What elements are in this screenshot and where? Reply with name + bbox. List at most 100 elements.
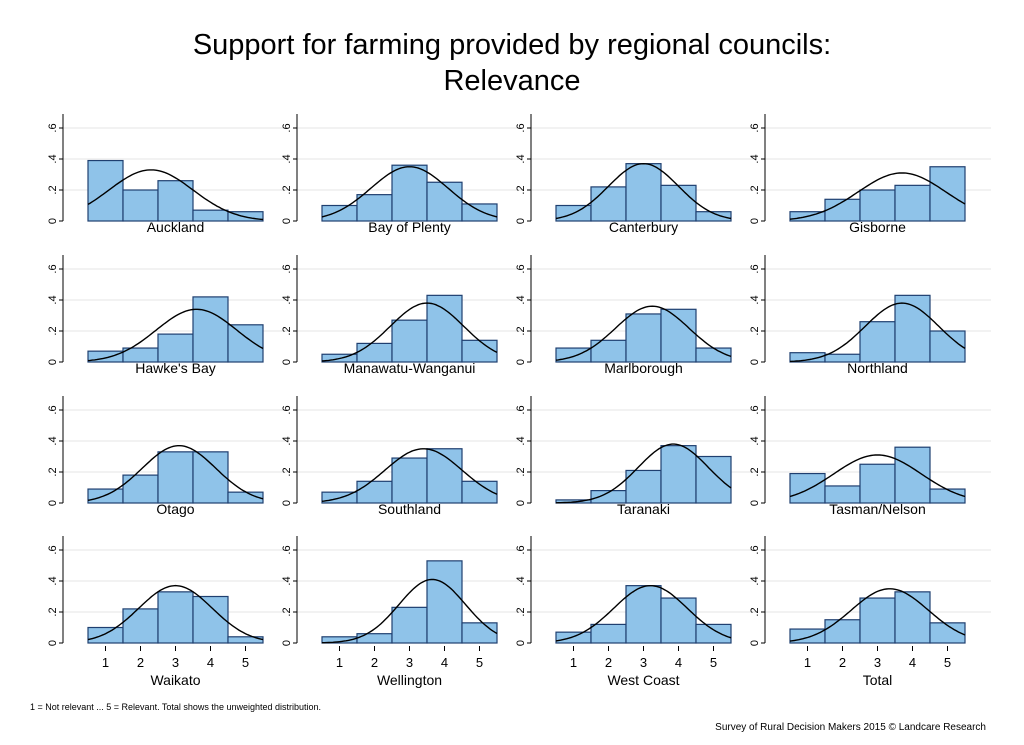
bar: [590, 186, 627, 222]
bar: [227, 324, 264, 363]
panel-label-total: Total: [863, 672, 893, 688]
bar: [122, 608, 159, 644]
bar: [426, 294, 463, 363]
y-tick-label: .2: [281, 607, 293, 616]
fit-curve: [87, 445, 264, 501]
y-tick-label: 0: [749, 359, 761, 365]
y-tick-label: .4: [47, 436, 59, 445]
bar: [356, 194, 393, 222]
fit-curve: [87, 169, 264, 221]
bar: [929, 330, 966, 363]
x-tick-label: 5: [476, 655, 483, 670]
y-tick-label: .2: [281, 326, 293, 335]
bar: [426, 181, 463, 222]
panel-label-tasman-nelson: Tasman/Nelson: [829, 501, 926, 517]
y-tick-label: .4: [281, 154, 293, 163]
bar: [157, 591, 194, 644]
bar: [859, 463, 896, 504]
x-tick-label: 3: [640, 655, 647, 670]
x-tick-label: 4: [909, 655, 916, 670]
bar: [461, 480, 498, 504]
bar: [461, 339, 498, 363]
y-tick-label: .6: [749, 545, 761, 554]
y-tick-label: .2: [281, 185, 293, 194]
y-tick-label: .4: [281, 576, 293, 585]
bar: [590, 623, 627, 644]
y-tick-label: .6: [47, 405, 59, 414]
y-tick-label: .4: [515, 295, 527, 304]
bar: [192, 595, 229, 644]
bar: [87, 159, 124, 222]
x-tick-label: 1: [804, 655, 811, 670]
y-tick-label: .6: [515, 405, 527, 414]
y-tick-label: .6: [47, 545, 59, 554]
bar: [929, 166, 966, 222]
panel-label-southland: Southland: [378, 501, 441, 517]
bar: [391, 606, 428, 644]
bar: [157, 451, 194, 504]
bar: [824, 619, 861, 644]
bar: [391, 457, 428, 504]
bar: [356, 633, 393, 644]
x-tick-label: 1: [102, 655, 109, 670]
y-tick-label: 0: [515, 218, 527, 224]
x-tick-label: 4: [441, 655, 448, 670]
y-tick-label: .4: [749, 154, 761, 163]
y-tick-label: .2: [749, 467, 761, 476]
fit-curve: [789, 588, 966, 642]
panel-label-gisborne: Gisborne: [849, 219, 906, 235]
y-tick-label: 0: [515, 500, 527, 506]
y-tick-label: 0: [749, 640, 761, 646]
bar: [426, 448, 463, 504]
bar: [695, 211, 732, 222]
bar: [192, 296, 229, 363]
fit-curve: [87, 308, 264, 362]
panel-label-taranaki: Taranaki: [617, 501, 670, 517]
y-tick-label: 0: [47, 359, 59, 365]
y-tick-label: .4: [749, 295, 761, 304]
y-tick-label: .2: [749, 326, 761, 335]
y-tick-label: 0: [47, 218, 59, 224]
y-tick-label: .6: [281, 405, 293, 414]
panel-label-northland: Northland: [847, 360, 908, 376]
fit-curve: [789, 454, 966, 498]
fit-curve: [555, 305, 732, 361]
y-tick-label: .4: [749, 576, 761, 585]
panel-label-wellington: Wellington: [377, 672, 442, 688]
y-tick-label: .2: [515, 467, 527, 476]
panel-label-waikato: Waikato: [150, 672, 200, 688]
y-tick-label: .4: [515, 436, 527, 445]
fit-curve: [322, 578, 498, 644]
bar: [859, 321, 896, 363]
y-tick-label: .2: [749, 607, 761, 616]
bar: [122, 189, 159, 222]
y-tick-label: .4: [47, 154, 59, 163]
bar: [929, 622, 966, 644]
bar: [625, 163, 662, 222]
y-tick-label: .4: [281, 436, 293, 445]
y-tick-label: .6: [47, 123, 59, 132]
y-tick-label: .4: [749, 436, 761, 445]
bar: [461, 203, 498, 222]
x-tick-label: 5: [710, 655, 717, 670]
y-tick-label: .2: [281, 467, 293, 476]
bar: [321, 204, 358, 222]
y-tick-label: .6: [515, 264, 527, 273]
fit-curve: [789, 172, 966, 220]
panel-label-canterbury: Canterbury: [609, 219, 678, 235]
bar: [625, 585, 662, 644]
bar: [859, 597, 896, 644]
fit-curve: [87, 584, 264, 641]
bar: [122, 474, 159, 504]
y-tick-label: .6: [749, 264, 761, 273]
panel-label-auckland: Auckland: [147, 219, 205, 235]
fit-curve: [555, 162, 732, 220]
bar: [590, 339, 627, 363]
x-tick-label: 2: [371, 655, 378, 670]
fit-curve: [321, 166, 498, 218]
footnote: 1 = Not relevant ... 5 = Relevant. Total…: [30, 702, 322, 712]
y-tick-label: .2: [47, 326, 59, 335]
bar: [894, 591, 931, 644]
bar: [461, 622, 498, 644]
panel-label-west-coast: West Coast: [607, 672, 679, 688]
